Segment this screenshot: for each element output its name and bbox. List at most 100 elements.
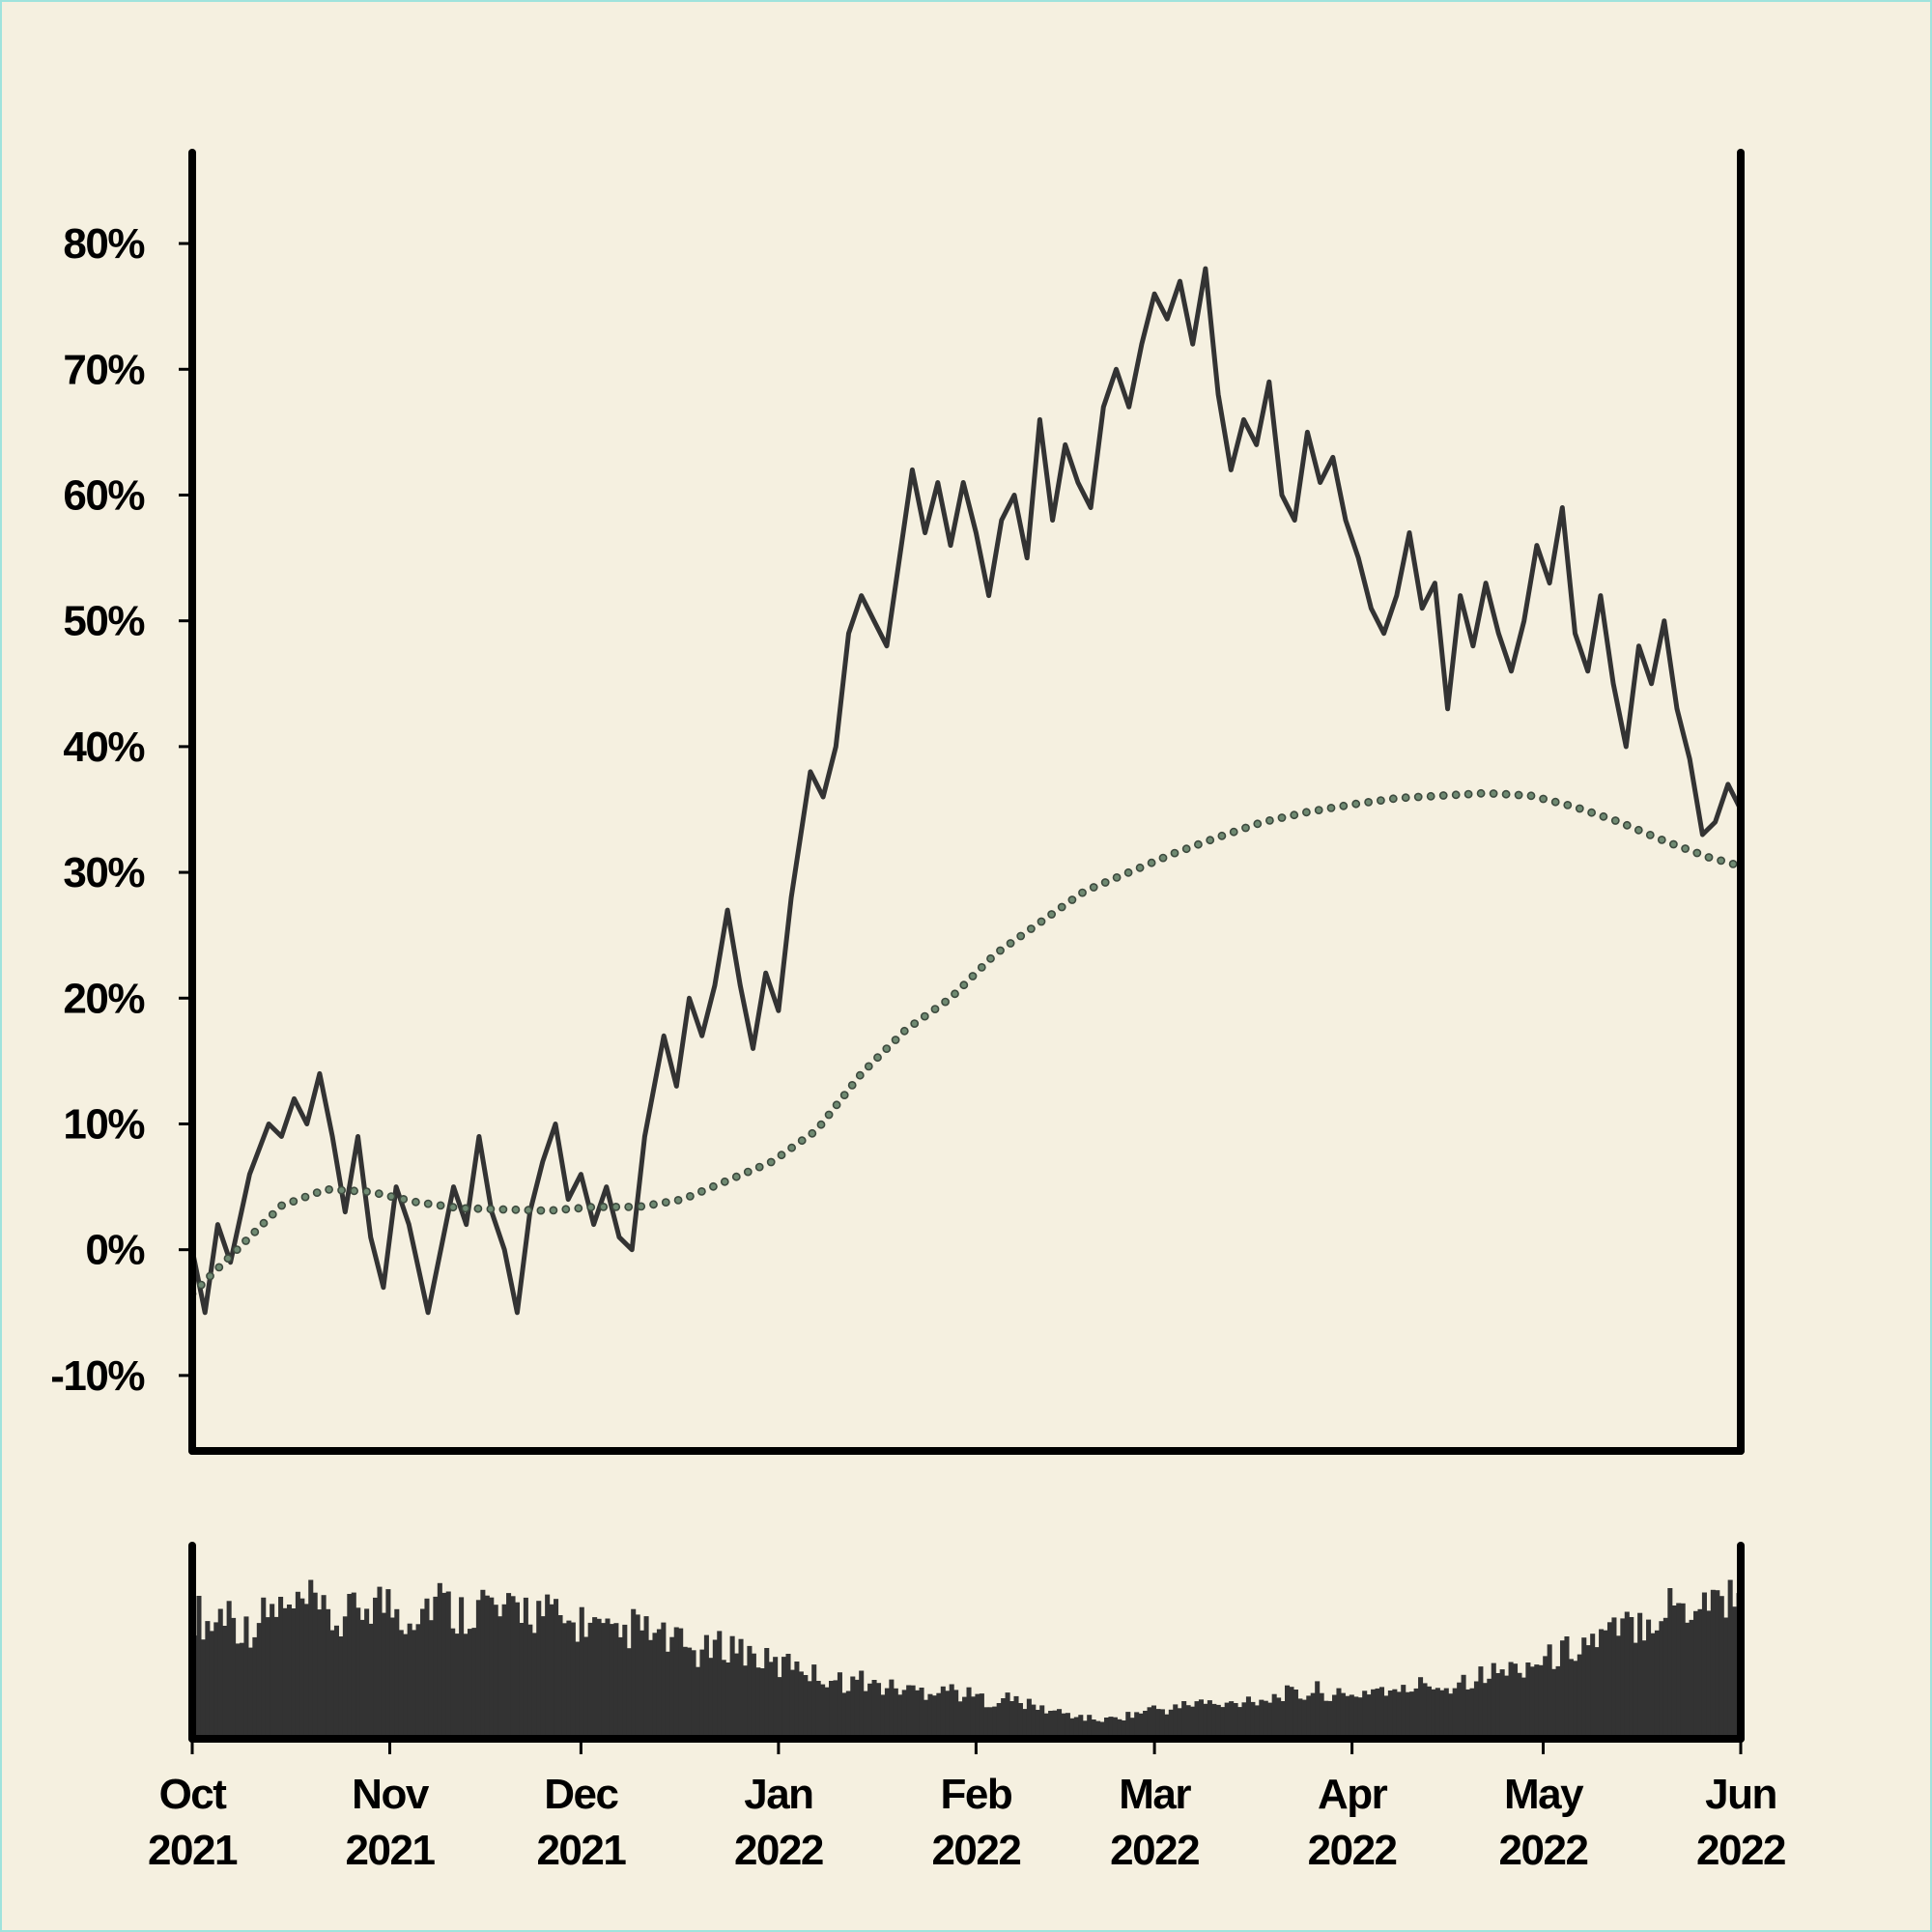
x-tick-label-year: 2021 <box>536 1827 626 1874</box>
trend-dot <box>986 953 995 963</box>
volume-bar <box>1641 1640 1647 1739</box>
volume-bar <box>717 1631 723 1739</box>
volume-bar <box>243 1616 249 1739</box>
volume-bar <box>1680 1603 1686 1739</box>
volume-bar <box>764 1648 770 1739</box>
volume-bar <box>471 1628 477 1739</box>
volume-bar <box>1091 1719 1096 1739</box>
trend-dot <box>930 1005 940 1013</box>
volume-bar <box>278 1597 284 1739</box>
trend-dot <box>1364 798 1373 807</box>
volume-bar <box>1473 1681 1479 1739</box>
volume-bar <box>1504 1675 1510 1739</box>
volume-bar <box>583 1636 589 1739</box>
volume-bar <box>729 1635 735 1739</box>
x-tick-label-year: 2021 <box>346 1827 436 1874</box>
volume-bar <box>561 1623 567 1739</box>
trend-dot <box>436 1201 445 1210</box>
trend-dot <box>824 1110 834 1120</box>
volume-bar <box>1697 1608 1703 1739</box>
volume-bar <box>1345 1695 1350 1739</box>
volume-bar <box>1551 1668 1557 1739</box>
volume-bar <box>317 1609 323 1739</box>
x-tick-label-month: Jan <box>744 1771 812 1818</box>
volume-bar <box>751 1653 756 1739</box>
volume-bar <box>777 1677 782 1739</box>
volume-bar <box>282 1607 288 1739</box>
volume-bar <box>1727 1579 1733 1739</box>
trend-dot <box>1476 788 1486 798</box>
trend-dot <box>1135 863 1145 872</box>
volume-bar <box>1259 1699 1264 1739</box>
volume-bar <box>270 1604 275 1739</box>
volume-bar <box>1117 1719 1122 1739</box>
volume-bar <box>613 1623 619 1739</box>
volume-bar <box>1654 1630 1660 1739</box>
volume-bar <box>927 1693 933 1739</box>
volume-bar <box>291 1608 297 1739</box>
volume-bar <box>1606 1622 1613 1739</box>
volume-bar <box>286 1605 293 1739</box>
volume-bar <box>1499 1669 1505 1739</box>
volume-bar <box>420 1608 426 1739</box>
trend-dot <box>1451 790 1461 800</box>
volume-bar <box>863 1690 868 1739</box>
volume-bar <box>1026 1698 1032 1739</box>
volume-bar <box>803 1675 809 1739</box>
volume-bar <box>1457 1682 1463 1739</box>
x-tick-label-month: May <box>1504 1771 1584 1818</box>
volume-bar <box>845 1690 851 1739</box>
volume-bar <box>1190 1706 1196 1739</box>
volume-bar <box>949 1684 954 1739</box>
trend-dot <box>832 1100 841 1110</box>
trend-dot <box>486 1205 496 1213</box>
volume-bar <box>493 1605 498 1739</box>
x-tick-label-month: Nov <box>352 1771 430 1818</box>
trend-dot <box>797 1136 807 1146</box>
volume-bar <box>897 1694 903 1739</box>
x-tick-label-month: Apr <box>1318 1771 1388 1818</box>
volume-bar <box>631 1608 637 1739</box>
volume-bar <box>1108 1717 1114 1739</box>
volume-bar <box>945 1690 951 1739</box>
trend-dot <box>1622 820 1632 830</box>
volume-bar <box>1069 1718 1075 1739</box>
trend-dot <box>232 1245 242 1254</box>
volume-bar <box>759 1668 765 1739</box>
volume-bar <box>1538 1664 1544 1739</box>
y-tick-label: 30% <box>63 849 144 896</box>
trend-dot <box>259 1218 269 1228</box>
volume-bar <box>1181 1701 1187 1739</box>
volume-bar <box>200 1639 206 1739</box>
trend-dot <box>1089 883 1098 892</box>
volume-bar <box>1383 1695 1389 1739</box>
volume-bar <box>545 1594 551 1739</box>
trend-dot <box>1206 836 1215 845</box>
volume-bar <box>1431 1689 1436 1739</box>
volume-bar <box>656 1629 662 1739</box>
volume-bar <box>652 1633 658 1739</box>
volume-bar <box>1469 1688 1475 1739</box>
volume-bar <box>893 1688 898 1739</box>
trend-line <box>192 788 1738 1298</box>
volume-bar <box>1155 1709 1161 1739</box>
trend-dot <box>473 1204 483 1213</box>
trend-dot <box>1657 836 1666 844</box>
volume-bar <box>381 1612 386 1739</box>
volume-bar <box>1529 1666 1535 1739</box>
x-tick-label-year: 2022 <box>1110 1827 1199 1874</box>
trend-dot <box>214 1263 224 1272</box>
volume-bar <box>1323 1700 1329 1739</box>
volume-bar <box>592 1617 598 1739</box>
volume-bar <box>454 1634 460 1739</box>
volume-bar <box>1667 1588 1673 1739</box>
volume-bar <box>394 1608 400 1739</box>
volume-bar <box>936 1692 942 1739</box>
volume-bar <box>1353 1696 1359 1739</box>
trend-dot <box>536 1206 546 1215</box>
volume-bar <box>1043 1713 1049 1739</box>
volume-bar <box>1087 1715 1093 1739</box>
volume-bar <box>1573 1661 1578 1739</box>
volume-bar <box>437 1582 442 1739</box>
